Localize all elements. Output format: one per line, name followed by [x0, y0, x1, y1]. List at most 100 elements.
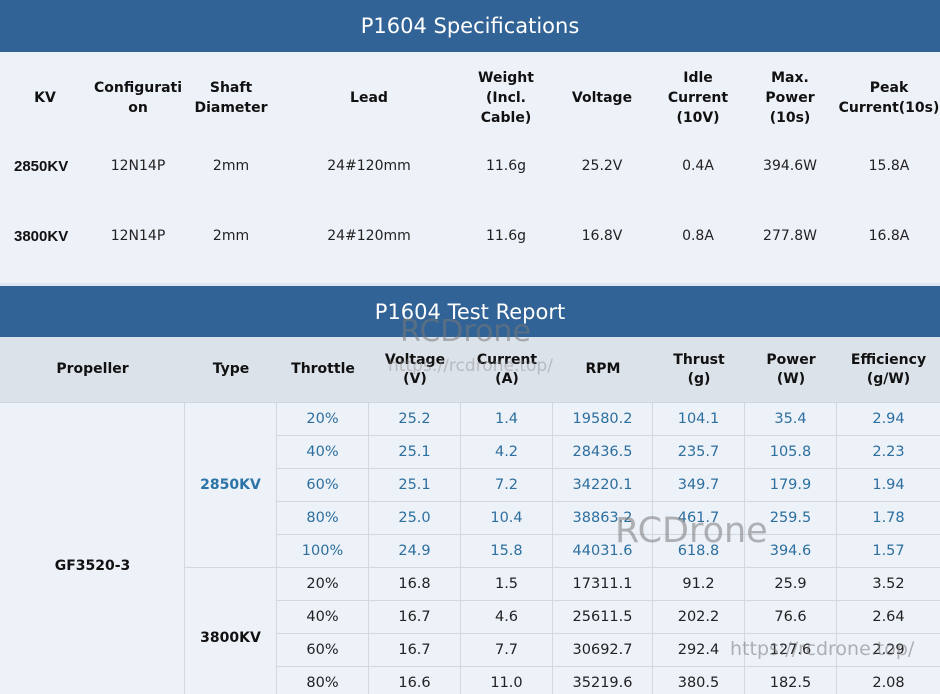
test-data-rows: 20% 25.2 1.4 19580.2 104.1 35.4 2.94 40%…	[277, 403, 940, 694]
thrust-cell: 461.7	[653, 502, 745, 534]
spec-lead: 24#120mm	[327, 158, 411, 174]
rpm-cell: 44031.6	[553, 535, 653, 567]
spec-header-configuration: Configurati on	[93, 80, 183, 116]
table-row: 40% 16.7 4.6 25611.5 202.2 76.6 2.64	[277, 601, 940, 634]
current-cell: 4.2	[461, 436, 553, 468]
table-row: 100% 24.9 15.8 44031.6 618.8 394.6 1.57	[277, 535, 940, 568]
rpm-cell: 28436.5	[553, 436, 653, 468]
test-header-row: Propeller Type Throttle Voltage (V) Curr…	[0, 337, 940, 403]
efficiency-cell: 2.94	[872, 411, 905, 427]
spec-header-row: KV Configurati on Shaft Diameter Lead We…	[0, 60, 940, 136]
table-row: 60% 16.7 7.7 30692.7 292.4 127.6 2.29	[277, 634, 940, 667]
type-cell-2850kv: 2850KV	[185, 403, 277, 568]
table-row: 40% 25.1 4.2 28436.5 235.7 105.8 2.23	[277, 436, 940, 469]
rpm-cell: 34220.1	[553, 469, 653, 501]
test-header-voltage: Voltage (V)	[384, 351, 446, 387]
voltage-cell: 25.2	[369, 403, 461, 435]
spec-voltage: 16.8V	[581, 228, 623, 244]
spec-table	[0, 52, 940, 284]
spec-header-max-power: Max. Power (10s)	[765, 70, 815, 126]
power-cell: 105.8	[745, 436, 837, 468]
voltage-cell: 16.6	[369, 667, 461, 694]
throttle-cell: 60%	[277, 469, 369, 501]
rpm-cell: 19580.2	[553, 403, 653, 435]
test-header-rpm: RPM	[585, 361, 621, 377]
current-cell: 7.7	[461, 634, 553, 666]
spec-configuration: 12N14P	[110, 158, 166, 174]
spec-header-kv: KV	[34, 90, 56, 106]
spec-header-idle-current: Idle Current (10V)	[667, 70, 729, 126]
current-cell: 15.8	[461, 535, 553, 567]
thrust-cell: 104.1	[653, 403, 745, 435]
rpm-cell: 17311.1	[553, 568, 653, 600]
table-row: 60% 25.1 7.2 34220.1 349.7 179.9 1.94	[277, 469, 940, 502]
throttle-cell: 20%	[277, 403, 369, 435]
test-header-throttle: Throttle	[291, 361, 355, 377]
spec-header-shaft: Shaft Diameter	[194, 80, 268, 116]
propeller-label: GF3520-3	[54, 558, 131, 574]
table-row: 80% 16.6 11.0 35219.6 380.5 182.5 2.08	[277, 667, 940, 694]
thrust-cell: 91.2	[653, 568, 745, 600]
current-cell: 7.2	[461, 469, 553, 501]
current-cell: 10.4	[461, 502, 553, 534]
spec-weight: 11.6g	[485, 158, 527, 174]
throttle-cell: 20%	[277, 568, 369, 600]
power-cell: 76.6	[745, 601, 837, 633]
spec-kv: 2850KV	[14, 157, 69, 175]
test-table-body: GF3520-3 2850KV 3800KV 20% 25.2 1.4 1958…	[0, 403, 940, 694]
rpm-cell: 38863.2	[553, 502, 653, 534]
thrust-cell: 292.4	[653, 634, 745, 666]
efficiency-cell: 1.57	[872, 543, 905, 559]
efficiency-cell: 1.78	[872, 510, 905, 526]
thrust-cell: 235.7	[653, 436, 745, 468]
test-header-type: Type	[212, 361, 250, 377]
throttle-cell: 100%	[277, 535, 369, 567]
thrust-cell: 380.5	[653, 667, 745, 694]
throttle-cell: 40%	[277, 601, 369, 633]
rpm-cell: 25611.5	[553, 601, 653, 633]
power-cell: 394.6	[745, 535, 837, 567]
spec-row: 2850KV 12N14P 2mm 24#120mm 11.6g 25.2V 0…	[0, 148, 940, 184]
test-title-banner: P1604 Test Report	[0, 286, 940, 337]
voltage-cell: 16.7	[369, 601, 461, 633]
current-cell: 4.6	[461, 601, 553, 633]
voltage-cell: 16.7	[369, 634, 461, 666]
thrust-cell: 618.8	[653, 535, 745, 567]
thrust-cell: 202.2	[653, 601, 745, 633]
spec-title-banner: P1604 Specifications	[0, 0, 940, 52]
power-cell: 182.5	[745, 667, 837, 694]
efficiency-cell: 2.29	[872, 642, 905, 658]
throttle-cell: 80%	[277, 502, 369, 534]
voltage-cell: 16.8	[369, 568, 461, 600]
efficiency-cell: 2.08	[872, 675, 905, 691]
rpm-cell: 35219.6	[553, 667, 653, 694]
spec-voltage: 25.2V	[581, 158, 623, 174]
power-cell: 25.9	[745, 568, 837, 600]
section-divider	[0, 283, 940, 287]
spec-max-power: 277.8W	[763, 228, 817, 244]
spec-row: 3800KV 12N14P 2mm 24#120mm 11.6g 16.8V 0…	[0, 218, 940, 254]
efficiency-cell: 2.64	[872, 609, 905, 625]
throttle-cell: 80%	[277, 667, 369, 694]
spec-peak-current: 15.8A	[868, 158, 910, 174]
test-header-efficiency: Efficiency (g/W)	[850, 351, 927, 387]
voltage-cell: 25.0	[369, 502, 461, 534]
test-header-propeller: Propeller	[56, 361, 129, 377]
throttle-cell: 60%	[277, 634, 369, 666]
spec-lead: 24#120mm	[327, 228, 411, 244]
spec-header-peak-current: Peak Current(10s)	[838, 80, 940, 116]
test-header-thrust: Thrust (g)	[673, 351, 725, 387]
spec-title: P1604 Specifications	[360, 14, 580, 38]
spec-header-lead: Lead	[350, 90, 388, 106]
current-cell: 11.0	[461, 667, 553, 694]
voltage-cell: 25.1	[369, 469, 461, 501]
voltage-cell: 24.9	[369, 535, 461, 567]
spec-idle-current: 0.8A	[682, 228, 714, 244]
spec-shaft: 2mm	[212, 228, 250, 244]
spec-kv: 3800KV	[14, 227, 69, 245]
current-cell: 1.4	[461, 403, 553, 435]
test-title: P1604 Test Report	[374, 299, 566, 324]
efficiency-cell: 2.23	[872, 444, 905, 460]
spec-header-voltage: Voltage	[571, 90, 633, 106]
throttle-cell: 40%	[277, 436, 369, 468]
